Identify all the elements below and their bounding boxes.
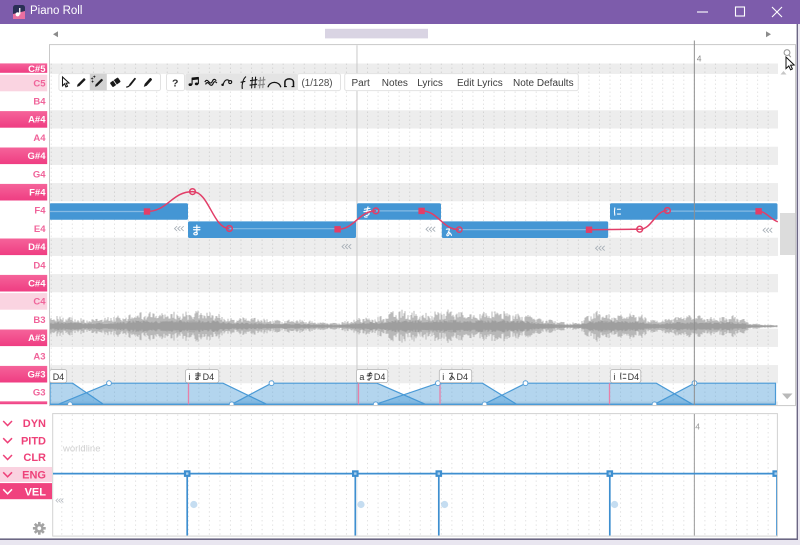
svg-text:G#3: G#3	[28, 370, 46, 381]
svg-text:Notes: Notes	[382, 78, 408, 89]
svg-text:F#4: F#4	[29, 188, 46, 199]
svg-text:worldline: worldline	[62, 444, 101, 455]
svg-text:D4: D4	[628, 372, 640, 382]
svg-text:D4: D4	[33, 260, 46, 271]
svg-text:A#3: A#3	[28, 333, 45, 344]
svg-text:Part: Part	[352, 78, 371, 89]
svg-text:D4: D4	[457, 372, 469, 382]
svg-text:G4: G4	[33, 169, 46, 180]
svg-text:VEL: VEL	[25, 487, 47, 499]
svg-text:D4: D4	[203, 372, 215, 382]
svg-text:PITD: PITD	[21, 435, 46, 447]
svg-text:4: 4	[697, 54, 702, 64]
svg-text:A4: A4	[33, 133, 46, 144]
svg-text:G3: G3	[33, 388, 46, 399]
svg-text:C#4: C#4	[28, 279, 46, 290]
svg-text:E4: E4	[34, 224, 46, 235]
svg-text:CLR: CLR	[23, 452, 46, 464]
svg-text:F4: F4	[34, 206, 46, 217]
svg-text:A#4: A#4	[28, 115, 46, 126]
svg-text:D4: D4	[53, 372, 65, 382]
svg-text:C5: C5	[33, 78, 46, 89]
svg-text:4: 4	[695, 422, 700, 432]
svg-text:C#5: C#5	[28, 64, 46, 75]
svg-text:i: i	[613, 372, 615, 382]
svg-text:B3: B3	[33, 315, 45, 326]
svg-text:Note Defaults: Note Defaults	[513, 78, 574, 89]
svg-text:Lyrics: Lyrics	[417, 78, 443, 89]
svg-text:?: ?	[172, 78, 178, 90]
svg-text:A3: A3	[33, 351, 45, 362]
svg-text:D#4: D#4	[28, 242, 46, 253]
svg-text:a: a	[359, 372, 364, 382]
svg-text:DYN: DYN	[23, 418, 46, 430]
svg-text:G#4: G#4	[28, 151, 47, 162]
svg-text:ENG: ENG	[22, 470, 46, 482]
svg-text:B4: B4	[33, 97, 46, 108]
svg-text:i: i	[188, 372, 190, 382]
svg-text:D4: D4	[374, 372, 386, 382]
svg-text:Edit Lyrics: Edit Lyrics	[457, 78, 503, 89]
svg-text:(1/128): (1/128)	[302, 78, 333, 89]
svg-text:i: i	[442, 372, 444, 382]
svg-text:C4: C4	[33, 297, 46, 308]
